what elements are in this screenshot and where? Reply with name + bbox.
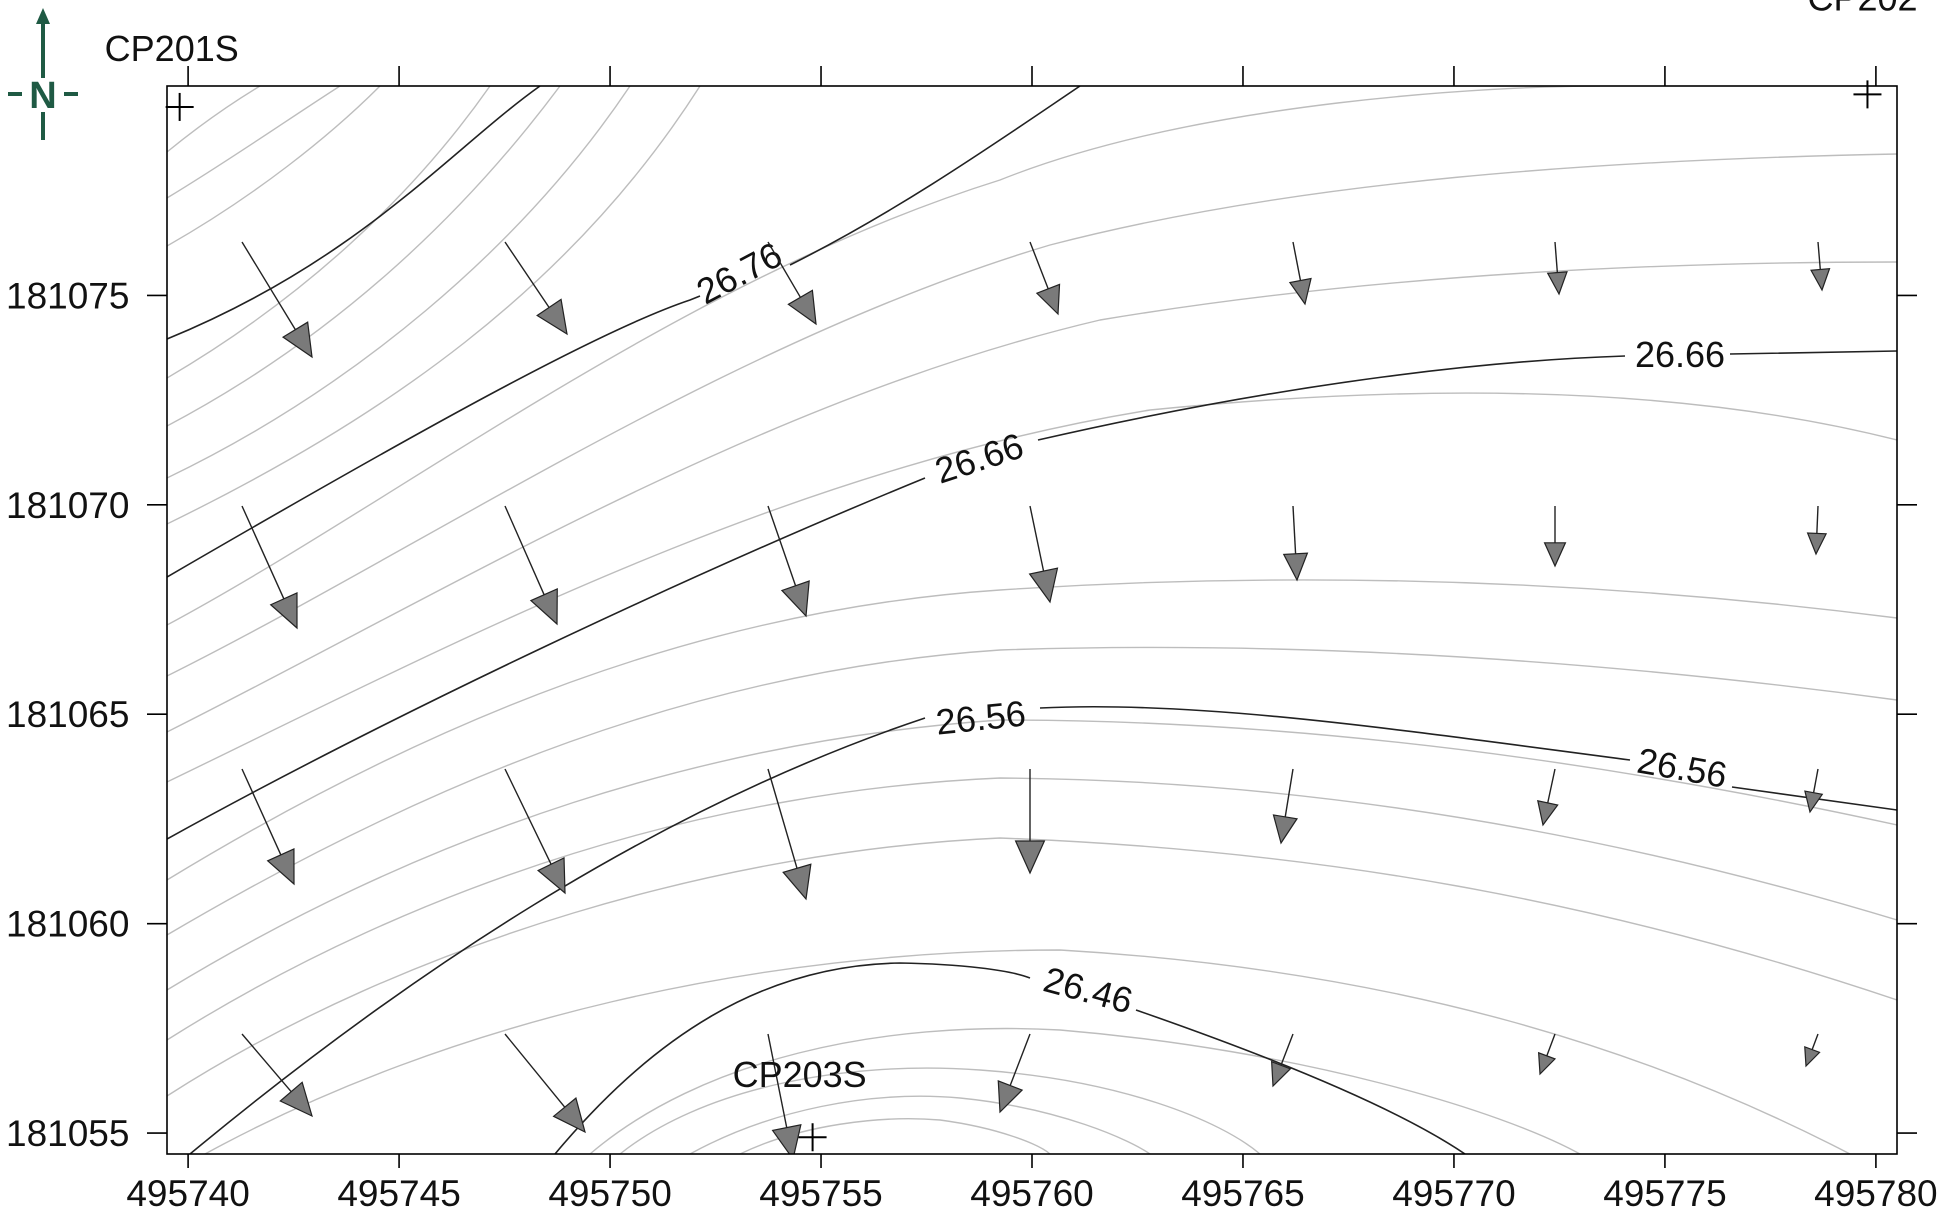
x-tick-label: 495750 [548,1173,671,1214]
major-contour-26-76-east [167,86,1081,578]
flow-arrow-icon [1537,1033,1557,1076]
flow-arrow-icon [1029,241,1061,316]
well-cp203s: CP203S [733,1054,867,1152]
flow-arrow-icon [1537,768,1559,827]
contour-label-26-66-west: 26.66 [930,425,1028,492]
flow-arrow-icon [1014,769,1046,875]
minor-contour [167,837,1897,1097]
well-cp201s: CP201S [105,28,239,121]
minor-contour-lines [167,86,1897,1154]
flow-arrow-icon [767,241,817,326]
y-tick-label: 181055 [6,1113,129,1154]
x-tick-label: 495765 [1181,1173,1304,1214]
minor-contour [167,719,1897,991]
x-tick-label: 495760 [970,1173,1093,1214]
major-contour-26-66 [167,350,1897,840]
x-tick-label: 495775 [1603,1173,1726,1214]
flow-arrow-icon [1543,506,1567,568]
flow-arrow-icon [241,1033,313,1118]
minor-contour [167,86,381,247]
minor-contour [167,392,1897,783]
contour-label-26-46: 26.46 [1039,958,1137,1021]
flow-arrow-icon [504,1033,586,1134]
flow-arrow-icon [1288,241,1312,306]
minor-contour [167,86,631,479]
y-axis: 181075 181070 181065 181060 181055 [6,275,1917,1154]
flow-arrow-icon [1806,505,1828,556]
flow-arrow-icon [241,505,298,630]
well-label: CP202 [1807,0,1917,18]
well-cp202: CP202 [1807,0,1918,109]
flow-arrow-icon [504,241,568,336]
north-letter: N [29,75,56,117]
minor-contour [689,1095,1151,1154]
flow-vector-field [241,241,1831,1154]
minor-contour [619,1067,1261,1154]
well-markers: CP201S CP202 CP203S [105,0,1918,1152]
minor-contour [167,579,1897,881]
flow-arrow-icon [767,1033,802,1154]
x-tick-label: 495780 [1814,1173,1937,1214]
flow-arrow-icon [1028,505,1059,604]
contour-label-26-56-east: 26.56 [1634,740,1730,796]
x-tick-label: 495740 [126,1173,249,1214]
contour-labels: 26.76 26.66 26.66 26.56 26.56 26.46 [690,234,1730,1022]
minor-contour [167,86,341,199]
flow-arrow-icon [1546,241,1568,296]
flow-arrow-icon [767,505,810,618]
minor-contour [167,86,491,379]
flow-arrow-icon [1804,768,1824,814]
contour-label-26-66-east: 26.66 [1635,334,1725,375]
flow-arrow-icon [997,1033,1031,1114]
minor-contour [589,1027,1581,1154]
major-contour-26-76 [167,86,541,340]
well-label: CP203S [733,1054,867,1095]
minor-contour [204,949,1851,1154]
well-label: CP201S [105,28,239,69]
north-arrow-icon: N [8,8,78,140]
y-tick-label: 181070 [6,485,129,526]
flow-arrow-icon [1810,241,1831,292]
flow-arrow-icon [1270,1033,1294,1088]
minor-contour [167,261,1897,733]
y-tick-label: 181065 [6,694,129,735]
x-tick-label: 495770 [1392,1173,1515,1214]
major-contour-26-46 [554,962,1466,1154]
x-tick-label: 495745 [337,1173,460,1214]
minor-contour [167,153,1897,677]
flow-arrow-icon [1272,768,1299,845]
flow-arrow-icon [504,505,558,626]
flow-arrow-icon [1282,505,1309,582]
flow-arrow-icon [504,768,566,895]
contour-label-26-76: 26.76 [690,234,789,312]
minor-contour [167,86,261,153]
flow-arrow-icon [241,241,313,359]
minor-contour [167,86,561,427]
y-tick-label: 181060 [6,904,129,945]
flow-arrow-icon [767,768,812,901]
y-tick-label: 181075 [6,275,129,316]
minor-contour [167,777,1897,1041]
x-axis: 495740 495745 495750 495755 495760 495765 4957… [126,66,1938,1214]
flow-arrow-icon [241,768,295,886]
contour-label-26-56-west: 26.56 [934,692,1028,742]
x-tick-label: 495755 [759,1173,882,1214]
minor-contour [167,86,1601,626]
flow-arrow-icon [1804,1033,1821,1068]
minor-contour [167,646,1897,936]
minor-contour [167,86,701,525]
